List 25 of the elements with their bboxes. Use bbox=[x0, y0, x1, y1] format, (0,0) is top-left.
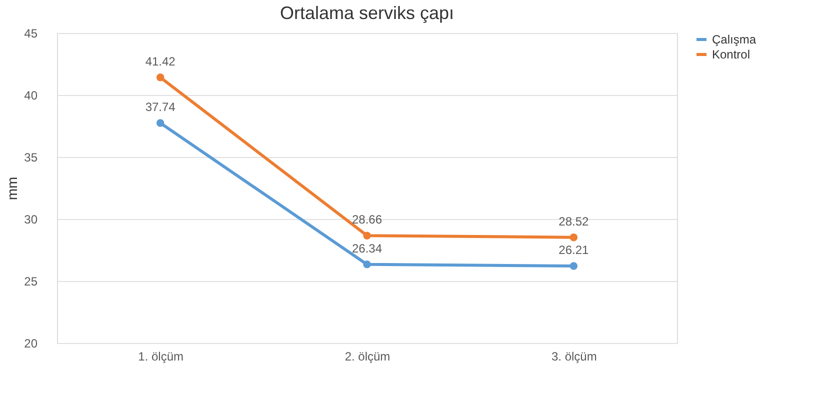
y-tick-label: 35 bbox=[24, 150, 38, 164]
point bbox=[570, 233, 578, 242]
data-label: 37.74 bbox=[145, 100, 176, 114]
y-tick-label: 25 bbox=[24, 274, 38, 288]
x-tick-label: 1. ölçüm bbox=[138, 350, 184, 364]
point bbox=[156, 74, 164, 82]
point bbox=[363, 260, 371, 268]
chart-title: Ortalama serviks çapı bbox=[280, 3, 454, 23]
legend-label: Kontrol bbox=[712, 48, 750, 62]
point bbox=[156, 119, 164, 127]
y-tick-label: 45 bbox=[24, 26, 38, 40]
x-tick-label: 3. ölçüm bbox=[551, 350, 597, 364]
data-label: 26.34 bbox=[352, 241, 382, 256]
legend-label: Çalışma bbox=[712, 32, 756, 46]
point bbox=[363, 232, 371, 240]
y-tick-label: 40 bbox=[24, 88, 38, 102]
y-tick-label: 20 bbox=[24, 336, 38, 350]
data-label: 41.42 bbox=[145, 54, 176, 68]
data-label: 26.21 bbox=[558, 242, 590, 257]
x-tick-label: 2. ölçüm bbox=[344, 350, 390, 364]
y-tick-label: 30 bbox=[24, 212, 38, 226]
data-label: 28.66 bbox=[352, 212, 382, 227]
point bbox=[570, 262, 578, 270]
y-axis-title: mm bbox=[4, 176, 20, 200]
data-label: 28.52 bbox=[558, 214, 590, 228]
